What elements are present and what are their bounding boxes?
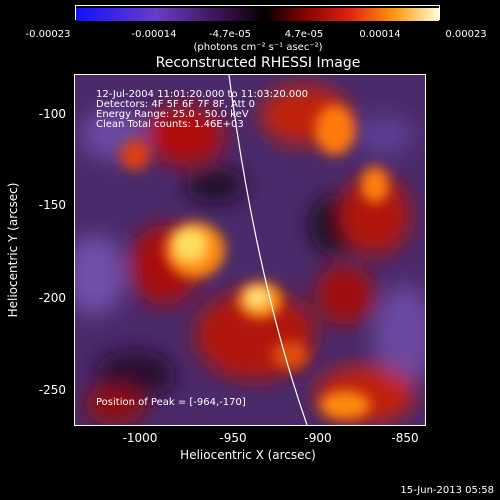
y-tick-label: -100 bbox=[38, 107, 66, 121]
colorbar-tick: -0.00014 bbox=[131, 29, 177, 40]
solar-limb-line bbox=[228, 75, 308, 425]
info-peak: Position of Peak = [-964,-170] bbox=[96, 397, 246, 408]
info-clean: Clean Total counts: 1.46E+03 bbox=[96, 119, 244, 130]
info-time: 12-Jul-2004 11:01:20.000 to 11:03:20.000 bbox=[96, 89, 308, 100]
x-tick-label: -900 bbox=[304, 431, 332, 445]
colorbar bbox=[75, 5, 440, 21]
plot-title: Reconstructed RHESSI Image bbox=[155, 55, 361, 71]
colorbar-tick: 0.00023 bbox=[445, 29, 487, 40]
y-tick-label: -150 bbox=[38, 198, 66, 212]
y-tick-label: -250 bbox=[38, 383, 66, 397]
colorbar-gradient bbox=[76, 8, 439, 21]
colorbar-tick: 4.7e-05 bbox=[284, 29, 324, 40]
image-brights bbox=[120, 105, 389, 419]
colorbar-tick: -4.7e-05 bbox=[209, 29, 251, 40]
rhessi-image bbox=[75, 75, 425, 425]
colorbar-tick: 0.00014 bbox=[359, 29, 401, 40]
timestamp: 15-Jun-2013 05:58 bbox=[400, 485, 494, 496]
x-tick-label: -850 bbox=[391, 431, 419, 445]
colorbar-units: (photons cm⁻² s⁻¹ asec⁻²) bbox=[193, 42, 323, 53]
x-tick-label: -950 bbox=[219, 431, 247, 445]
x-axis-label: Heliocentric X (arcsec) bbox=[180, 448, 316, 462]
colorbar-tick: -0.00023 bbox=[25, 29, 71, 40]
image-plot bbox=[74, 74, 426, 426]
info-detectors: Detectors: 4F 5F 6F 7F 8F, Att 0 bbox=[96, 99, 256, 110]
y-tick-label: -200 bbox=[38, 291, 66, 305]
x-tick-label: -1000 bbox=[122, 431, 158, 445]
y-axis-label: Heliocentric Y (arcsec) bbox=[6, 182, 20, 318]
info-energy: Energy Range: 25.0 - 50.0 keV bbox=[96, 109, 249, 120]
